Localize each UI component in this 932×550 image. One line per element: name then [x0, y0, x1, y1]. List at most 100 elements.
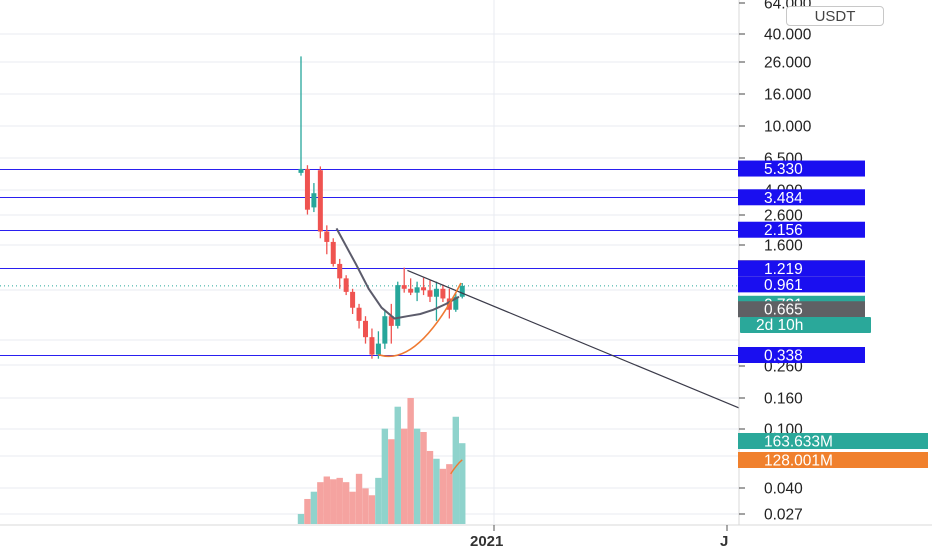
volume-badge-bg — [738, 433, 928, 449]
price-badge-label: 2.156 — [764, 222, 803, 239]
volume-bar — [388, 439, 395, 524]
price-badge: 0.961 — [738, 276, 865, 294]
countdown-badge-label: 2d 10h — [756, 317, 803, 334]
price-tick-label: 40.000 — [764, 27, 812, 44]
candle-body — [382, 316, 388, 344]
volume-badge-bg — [738, 452, 928, 468]
price-tick-label: 1.600 — [764, 238, 803, 255]
price-tick-label: 26.000 — [764, 55, 812, 72]
volume-bar — [394, 406, 401, 524]
price-badge-bg — [738, 301, 865, 318]
candle-body — [343, 278, 349, 292]
drawings — [335, 227, 740, 475]
candle-body — [401, 285, 407, 289]
time-tick-label: J — [720, 533, 728, 550]
candle-body — [324, 231, 330, 242]
trendline — [407, 269, 740, 409]
cup-curve — [378, 282, 462, 358]
price-badge-label: 5.330 — [764, 161, 803, 178]
candle-body — [395, 285, 401, 326]
candle-body — [356, 307, 362, 321]
candle-body — [453, 296, 459, 310]
candle-body — [427, 290, 433, 297]
volume-bar — [433, 458, 440, 524]
price-badge-bg — [738, 189, 865, 206]
price-labels: 5.3303.4842.1561.2211.2190.9610.7210.665… — [738, 160, 928, 470]
chart-grid — [0, 0, 739, 525]
moving-average-line — [335, 227, 460, 320]
price-badge-bg — [738, 160, 865, 177]
candle-body — [369, 337, 375, 355]
candle-body — [459, 285, 465, 297]
price-badge-label: 0.338 — [764, 348, 803, 365]
volume-bar — [310, 491, 318, 524]
volume-badge: 128.001M — [738, 452, 928, 470]
volume-bars — [297, 398, 466, 524]
candle-body — [414, 287, 420, 293]
volume-bar — [368, 495, 376, 524]
time-tick-label: 2021 — [470, 533, 503, 550]
price-badge-bg — [738, 260, 865, 277]
candle-body — [433, 288, 439, 297]
volume-bar — [446, 464, 453, 524]
volume-bar — [375, 477, 382, 524]
price-badge-label: 0.961 — [764, 277, 803, 294]
price-badge: 3.484 — [738, 189, 865, 207]
volume-badge: 163.633M — [738, 433, 928, 451]
candle-body — [304, 168, 310, 210]
volume-bar — [452, 416, 459, 524]
volume-bar — [407, 398, 414, 524]
candle-body — [421, 287, 427, 291]
candle-body — [440, 288, 446, 299]
countdown-badge: 2d 10h — [740, 317, 871, 334]
time-axis[interactable]: 2021 J — [0, 524, 932, 550]
volume-bar — [355, 473, 363, 524]
candle-body — [350, 291, 356, 308]
volume-bar — [342, 482, 350, 524]
candle-body — [317, 170, 323, 232]
volume-bar — [381, 428, 389, 524]
countdown-badge-bg — [740, 317, 871, 333]
price-badge: 2.156 — [738, 221, 865, 239]
volume-bar — [336, 477, 343, 524]
volume-bar — [413, 428, 421, 524]
price-badge: 0.665 — [738, 301, 865, 319]
price-badge-label: 0.665 — [764, 302, 803, 319]
candle-body — [311, 193, 317, 208]
candle-body — [337, 263, 343, 279]
volume-bar — [439, 468, 447, 524]
volume-bar — [297, 514, 305, 524]
candlesticks — [298, 56, 465, 359]
volume-bar — [362, 488, 369, 524]
candle-body — [375, 343, 381, 355]
volume-bar — [426, 450, 434, 524]
price-tick-label: 10.000 — [764, 119, 812, 136]
volume-badge-label: 128.001M — [764, 453, 833, 470]
price-tick-label: 2.600 — [764, 208, 803, 225]
price-badge-label: 3.484 — [764, 190, 803, 207]
volume-average-curve — [450, 459, 463, 475]
price-badge-label: 1.219 — [764, 261, 803, 278]
price-tick-label: 0.160 — [764, 391, 803, 408]
volume-bar — [459, 443, 466, 524]
volume-bar — [330, 479, 337, 524]
candle-body — [363, 320, 368, 338]
volume-bar — [420, 431, 427, 524]
price-badge-bg — [738, 221, 865, 238]
currency-badge[interactable]: USDT — [786, 6, 884, 26]
price-badge-bg — [738, 347, 865, 363]
volume-bar — [401, 428, 408, 524]
horizontal-levels — [0, 169, 739, 356]
volume-bar — [349, 491, 356, 524]
price-badge: 1.219 — [738, 260, 865, 278]
candle-body — [388, 316, 394, 326]
volume-badge-label: 163.633M — [764, 434, 833, 451]
price-badge: 5.330 — [738, 160, 865, 178]
volume-bar — [317, 482, 324, 524]
price-tick-label: 16.000 — [764, 87, 812, 104]
price-tick-label: 0.040 — [764, 481, 803, 498]
volume-bar — [304, 498, 311, 524]
price-badge-bg — [738, 276, 865, 293]
price-tick-label: 0.027 — [764, 507, 803, 524]
